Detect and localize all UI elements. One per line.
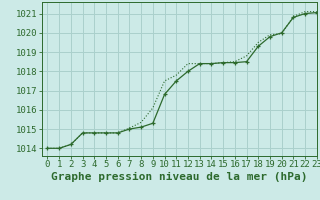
X-axis label: Graphe pression niveau de la mer (hPa): Graphe pression niveau de la mer (hPa)	[51, 172, 308, 182]
